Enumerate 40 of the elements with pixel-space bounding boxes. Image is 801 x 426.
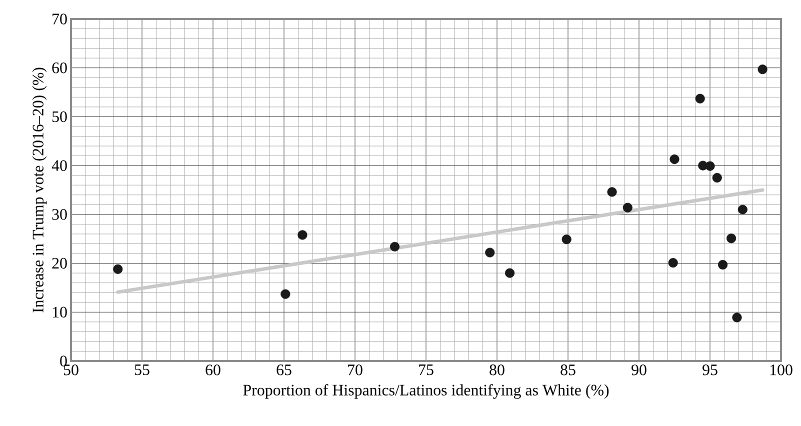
- y-tick-label: 20: [52, 258, 67, 269]
- point: [695, 94, 705, 104]
- y-tick-label: 10: [52, 306, 67, 318]
- y-axis-title: Increase in Trump vote (2016–20) (%): [32, 68, 47, 312]
- x-tick-label: 50: [64, 364, 78, 376]
- x-tick-label: 100: [770, 364, 792, 376]
- x-tick-label: 55: [134, 364, 150, 376]
- y-tick-label: 60: [52, 62, 67, 74]
- x-tick-label: 85: [560, 364, 576, 376]
- point: [670, 154, 680, 164]
- point: [758, 64, 768, 74]
- x-tick-label: 95: [702, 364, 718, 376]
- point: [718, 260, 728, 270]
- y-tick-label: 70: [52, 14, 67, 24]
- x-axis-title: Proportion of Hispanics/Latinos identifying as White (%): [243, 384, 609, 399]
- x-tick-label: 70: [348, 364, 362, 376]
- point: [485, 248, 495, 258]
- point: [607, 187, 617, 197]
- point: [622, 202, 632, 212]
- y-tick-label: 0: [60, 356, 67, 366]
- point: [668, 258, 678, 268]
- x-tick-label: 75: [419, 364, 434, 376]
- point: [726, 234, 736, 244]
- point: [280, 289, 290, 299]
- point: [390, 242, 400, 252]
- x-tick-label: 80: [490, 364, 504, 376]
- y-tick-label: 50: [52, 111, 67, 122]
- y-tick-label: 30: [52, 209, 67, 220]
- x-tick-label: 60: [206, 364, 220, 376]
- point: [504, 268, 515, 278]
- x-tick-label: 65: [276, 364, 292, 376]
- point: [298, 230, 308, 240]
- x-tick-label: 90: [632, 364, 646, 376]
- point: [113, 264, 123, 274]
- y-tick-label: 40: [52, 160, 67, 171]
- point: [705, 161, 715, 171]
- point: [732, 312, 742, 322]
- point: [712, 172, 722, 183]
- point: [738, 204, 748, 214]
- point: [562, 234, 572, 244]
